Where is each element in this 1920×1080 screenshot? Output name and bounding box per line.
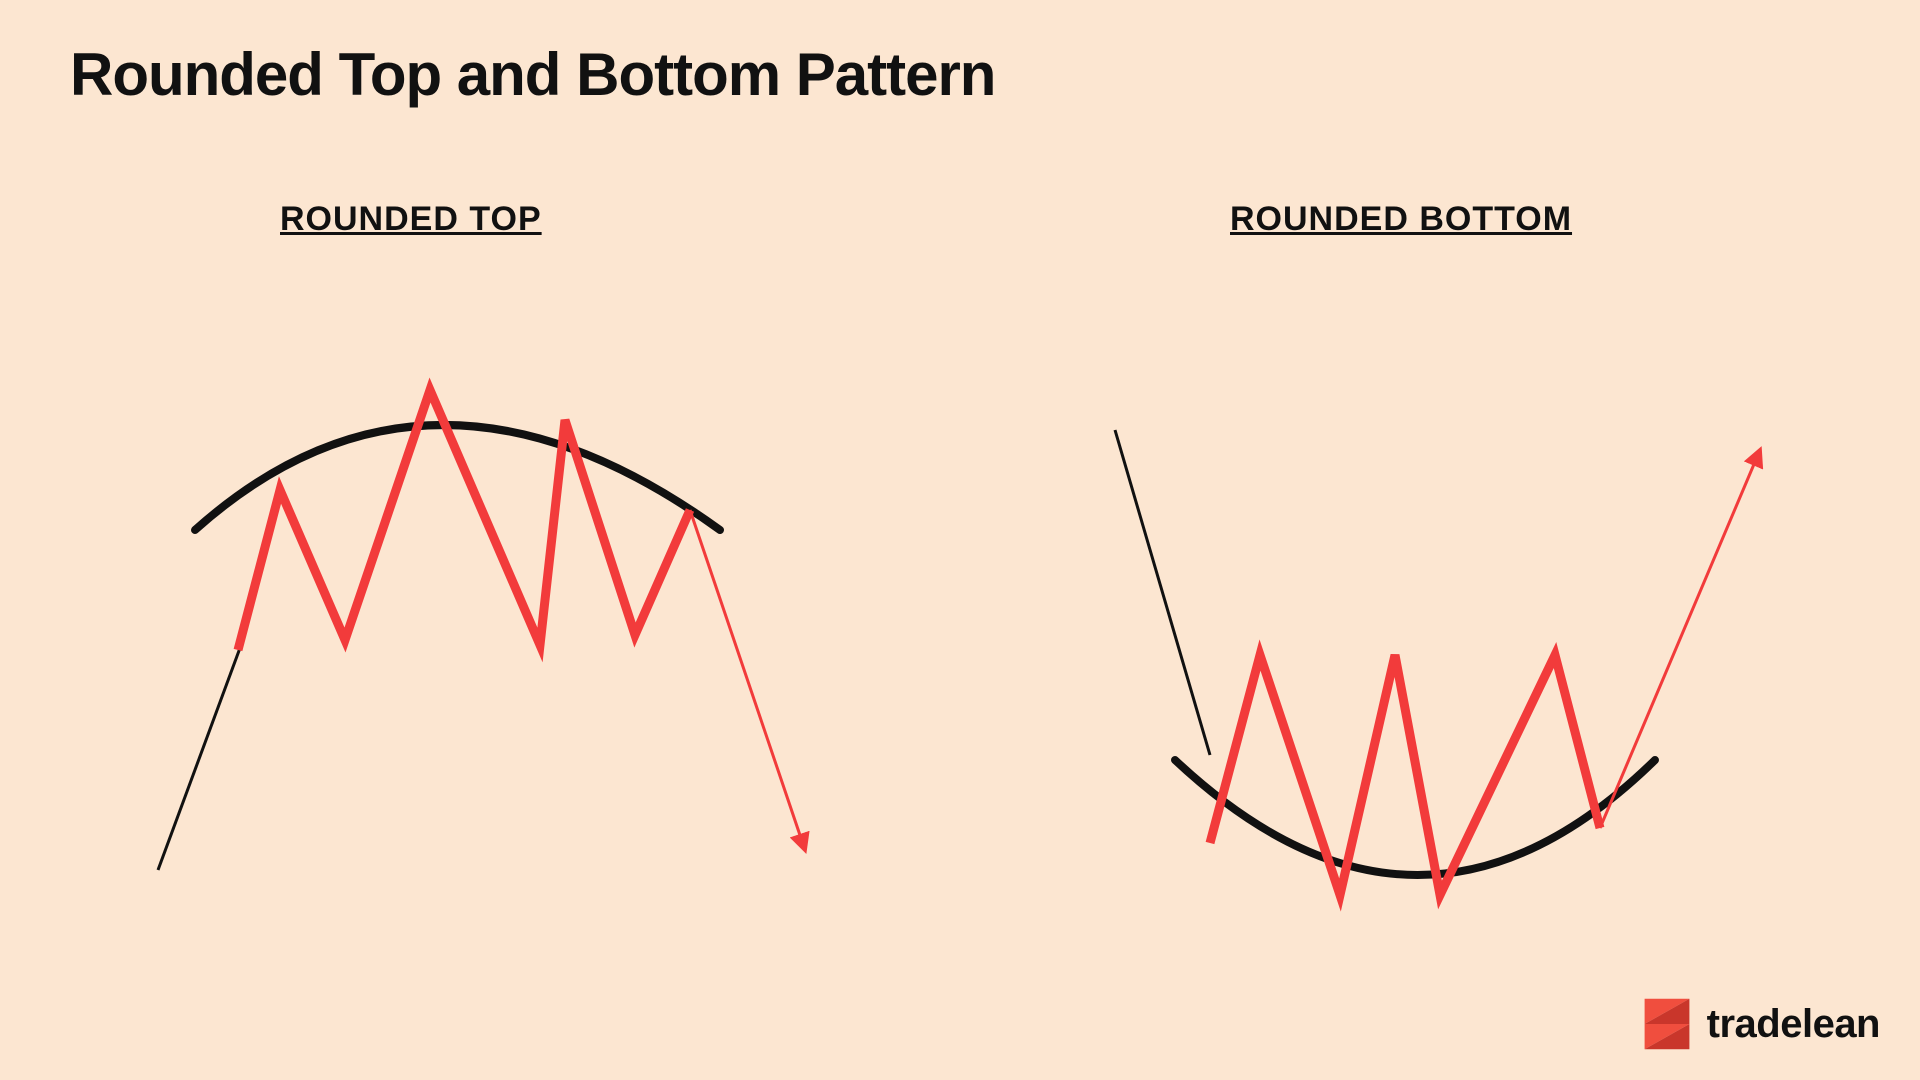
brand-badge: tradelean <box>1639 996 1880 1052</box>
right-pattern-label: ROUNDED BOTTOM <box>1230 200 1572 239</box>
entry-trend-line <box>1115 430 1210 755</box>
entry-trend-line <box>158 648 240 870</box>
price-zigzag <box>1210 655 1600 895</box>
brand-logo-icon <box>1639 996 1695 1052</box>
rounded-top-diagram <box>158 390 805 870</box>
price-zigzag <box>238 390 690 650</box>
brand-name: tradelean <box>1707 1002 1880 1047</box>
breakdown-arrow <box>690 510 805 850</box>
left-pattern-label: ROUNDED TOP <box>280 200 542 239</box>
page-title: Rounded Top and Bottom Pattern <box>70 40 995 109</box>
rounded-top-arc <box>195 425 720 530</box>
infographic-canvas: Rounded Top and Bottom Pattern ROUNDED T… <box>0 0 1920 1080</box>
rounded-bottom-arc <box>1175 760 1655 875</box>
breakout-arrow <box>1600 450 1760 828</box>
pattern-diagram-svg <box>0 0 1920 1080</box>
rounded-bottom-diagram <box>1115 430 1760 895</box>
